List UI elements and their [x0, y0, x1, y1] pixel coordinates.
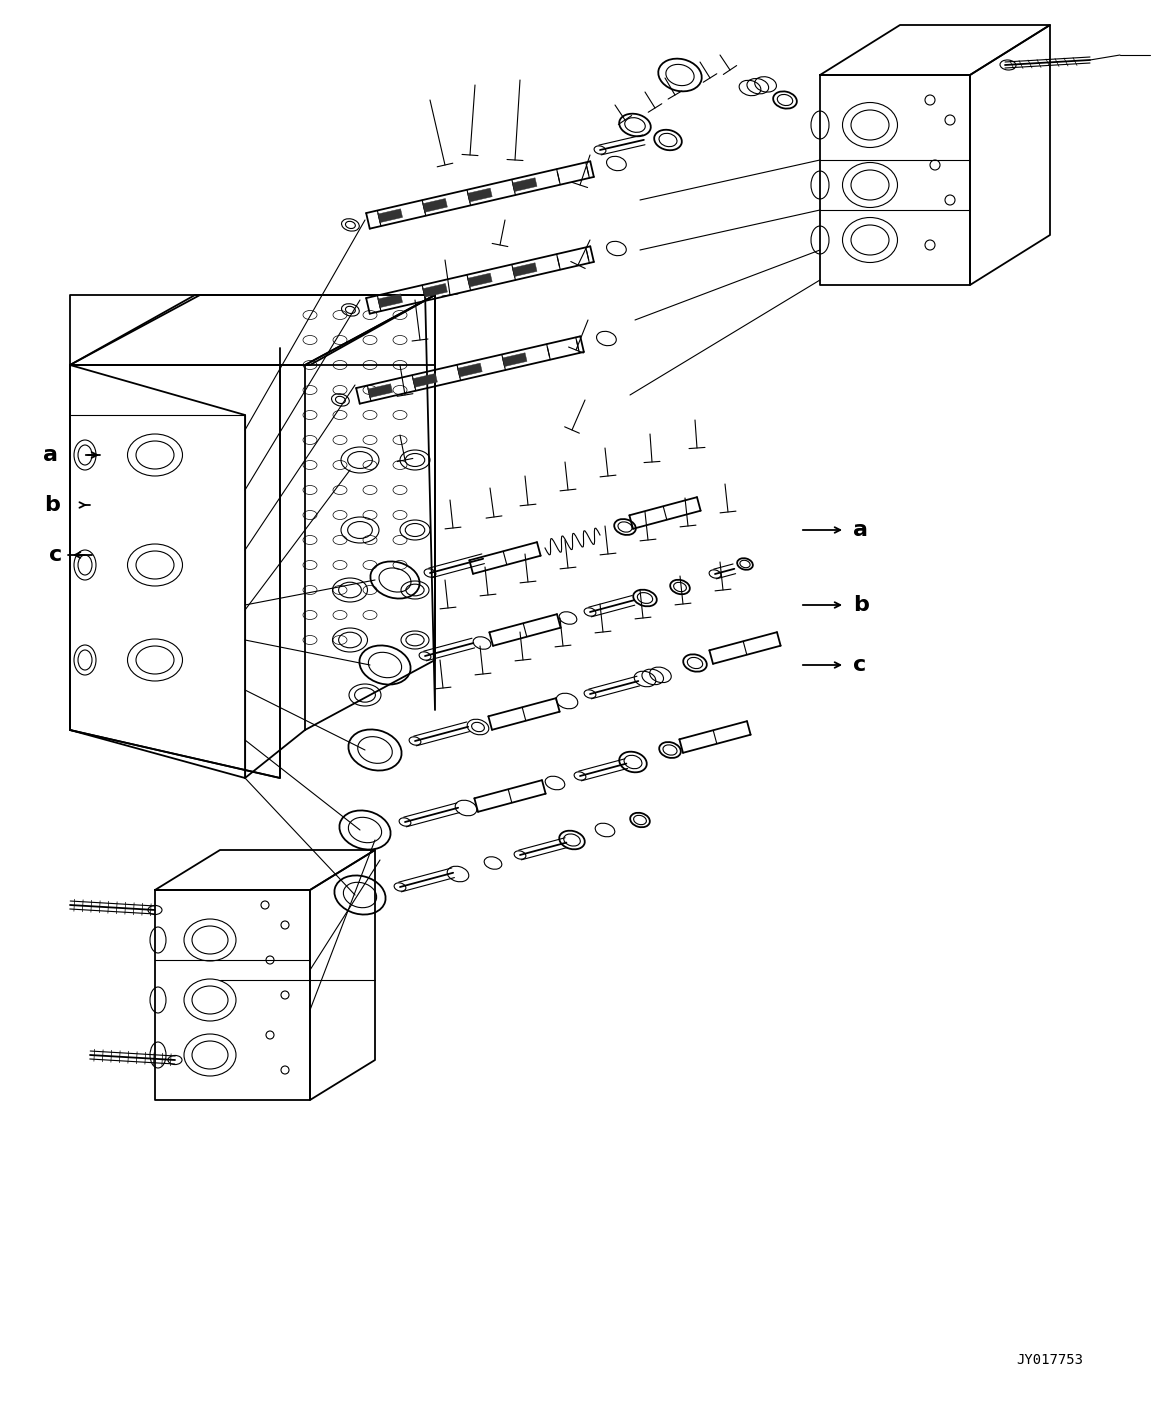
Polygon shape [502, 353, 527, 367]
Polygon shape [468, 188, 492, 202]
Polygon shape [413, 374, 437, 388]
Text: c: c [852, 655, 866, 674]
Polygon shape [513, 263, 537, 277]
Text: b: b [852, 594, 869, 615]
Polygon shape [378, 294, 402, 308]
Polygon shape [369, 384, 393, 398]
Polygon shape [423, 284, 448, 298]
Text: a: a [852, 520, 868, 540]
Text: c: c [49, 545, 62, 565]
Polygon shape [458, 362, 483, 377]
Text: b: b [44, 495, 60, 516]
Polygon shape [423, 198, 448, 212]
Text: a: a [43, 445, 58, 465]
Polygon shape [513, 178, 537, 191]
Text: JY017753: JY017753 [1016, 1353, 1084, 1367]
Polygon shape [468, 273, 492, 287]
Polygon shape [378, 209, 402, 222]
